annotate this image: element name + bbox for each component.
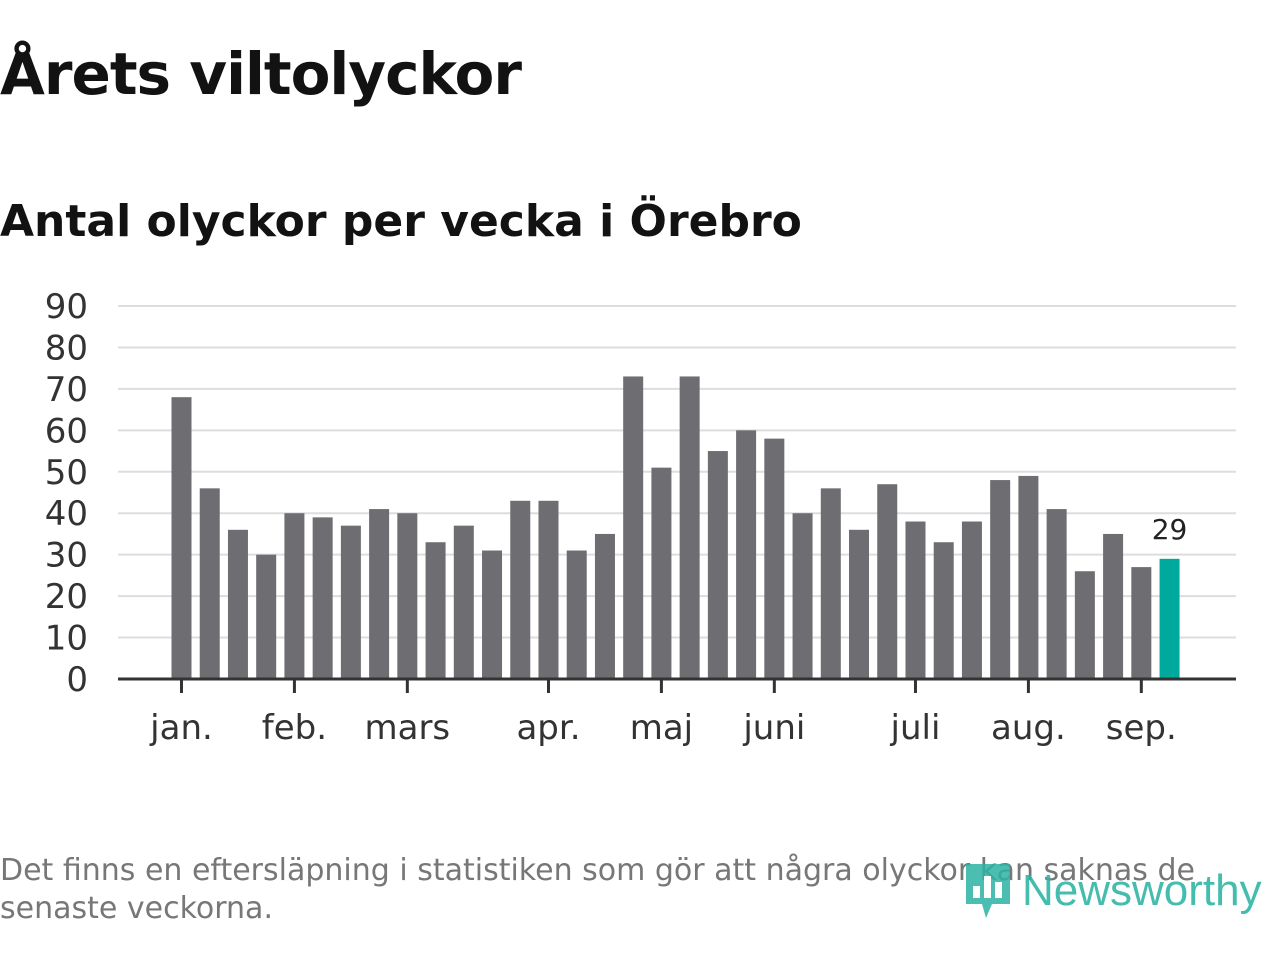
bar-highlight [1159,558,1180,679]
bar [736,430,757,679]
bar [679,376,700,679]
x-tick-label: jan. [149,708,213,748]
newsworthy-logo: Newsworthy [962,860,1262,922]
x-tick-label: juli [890,708,941,748]
bar [623,376,644,679]
bar [651,467,672,679]
x-tick-label: maj [630,708,693,748]
x-tick-label: aug. [991,708,1066,748]
bar [707,451,728,679]
y-tick-label: 10 [45,619,88,659]
bar [256,554,277,679]
chart-subtitle: Antal olyckor per vecka i Örebro [0,196,802,247]
bar [425,542,446,679]
y-tick-label: 30 [45,536,88,576]
y-tick-label: 80 [45,328,88,368]
bar [284,513,305,679]
bar [566,550,587,679]
bar [453,525,474,679]
bar [1018,475,1039,679]
bar [961,521,982,679]
chart-title: Årets viltolyckor [0,40,522,108]
bar [594,533,615,679]
x-tick-label: juni [742,708,805,748]
bar-chart-badge-icon [966,864,1010,918]
x-tick-label: sep. [1106,708,1177,748]
bar [1046,509,1067,679]
bar [369,509,390,679]
bar [1103,533,1124,679]
logo-text: Newsworthy [1022,866,1262,915]
y-tick-label: 20 [45,577,88,617]
y-tick-label: 60 [45,411,88,451]
bar [905,521,926,679]
bar [510,500,531,679]
value-label: 29 [1152,513,1188,546]
bar [340,525,361,679]
bar [482,550,503,679]
bar [538,500,559,679]
x-tick-label: mars [365,708,451,748]
bar [764,438,785,679]
bar [227,529,248,679]
bar [1074,571,1095,679]
bar [397,513,418,679]
x-tick-label: apr. [516,708,580,748]
bar [1131,567,1152,679]
y-tick-label: 40 [45,494,88,534]
y-tick-label: 70 [45,370,88,410]
y-tick-label: 0 [66,660,88,700]
y-tick-label: 90 [45,287,88,327]
bar [820,488,841,679]
bar [312,517,333,679]
bar [877,484,898,679]
bar [933,542,954,679]
bar [990,480,1011,679]
bar [792,513,813,679]
bar [849,529,870,679]
y-tick-label: 50 [45,453,88,493]
x-tick-label: feb. [262,708,327,748]
bar [199,488,220,679]
bar [171,397,192,679]
